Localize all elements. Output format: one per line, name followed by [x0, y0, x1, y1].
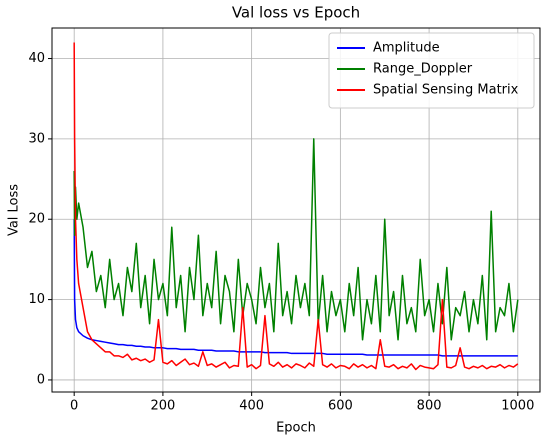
line-series [73, 42, 519, 371]
legend-label: Range_Doppler [373, 62, 473, 77]
x-tick-label: 0 [70, 399, 78, 414]
legend-label: Amplitude [373, 41, 440, 56]
x-tick-label: 400 [239, 399, 264, 414]
x-axis-label: Epoch [276, 421, 316, 436]
y-tick-label: 30 [28, 131, 45, 146]
x-tick-label: 200 [150, 399, 175, 414]
y-axis-label: Val Loss [7, 184, 22, 236]
legend-label: Spatial Sensing Matrix [373, 83, 519, 98]
plot-frame [51, 27, 541, 393]
chart-title: Val loss vs Epoch [232, 4, 360, 22]
x-tick-label: 1000 [501, 399, 534, 414]
line-series [73, 138, 519, 341]
x-tick-label: 600 [328, 399, 353, 414]
y-tick-label: 0 [37, 372, 45, 387]
line-series [73, 219, 518, 357]
y-tick-label: 10 [28, 292, 45, 307]
x-tick-label: 800 [417, 399, 442, 414]
y-tick-label: 40 [28, 51, 45, 66]
legend-box [328, 32, 535, 109]
y-tick-label: 20 [28, 212, 45, 227]
